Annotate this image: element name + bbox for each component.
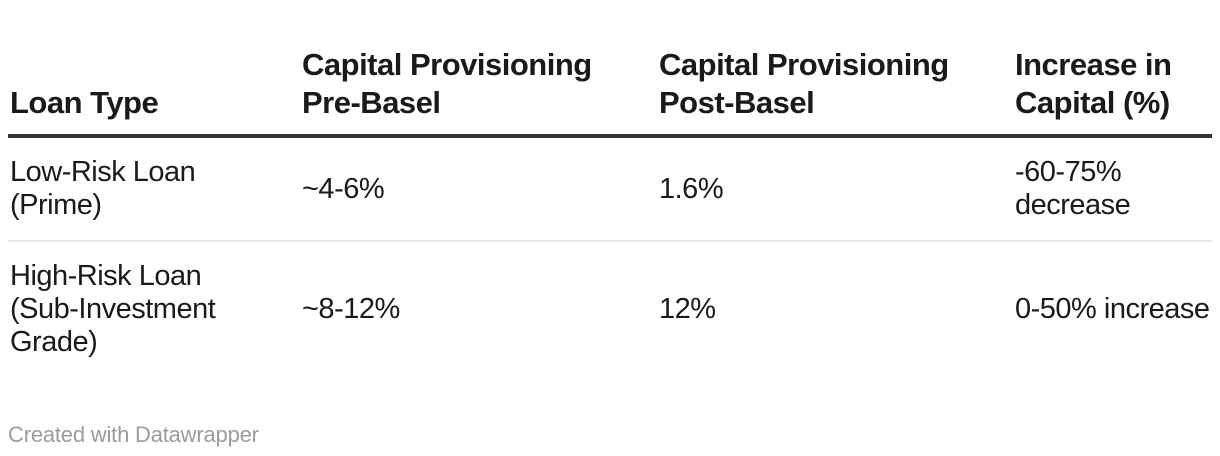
cell-post-basel-value: 12% xyxy=(659,293,716,325)
column-header-capital-post-basel: Capital Provisioning Post-Basel xyxy=(659,47,949,120)
table-header-row: Loan Type Capital Provisioning Pre-Basel… xyxy=(8,0,1212,138)
column-header-capital-pre-basel: Capital Provisioning Pre-Basel xyxy=(302,47,592,120)
loan-capital-table: Loan Type Capital Provisioning Pre-Basel… xyxy=(8,0,1212,377)
column-header-increase-in-capital: Increase in Capital (%) xyxy=(1015,47,1172,120)
table-row-high-risk-loan: High-Risk Loan (Sub-Investment Grade) ~8… xyxy=(8,240,1212,377)
column-header-loan-type: Loan Type xyxy=(10,85,159,120)
cell-pre-basel-value: ~8-12% xyxy=(302,293,400,325)
cell-post-basel-value: 1.6% xyxy=(659,172,724,205)
cell-loan-type: High-Risk Loan (Sub-Investment Grade) xyxy=(10,260,216,358)
cell-increase-value: -60-75% decrease xyxy=(1015,156,1131,221)
datawrapper-credit: Created with Datawrapper xyxy=(8,422,259,447)
table-row-low-risk-loan: Low-Risk Loan (Prime) ~4-6% 1.6% -60-75%… xyxy=(8,138,1212,240)
cell-loan-type: Low-Risk Loan (Prime) xyxy=(10,156,196,221)
cell-increase-value: 0-50% increase xyxy=(1015,293,1210,325)
cell-pre-basel-value: ~4-6% xyxy=(302,172,385,205)
